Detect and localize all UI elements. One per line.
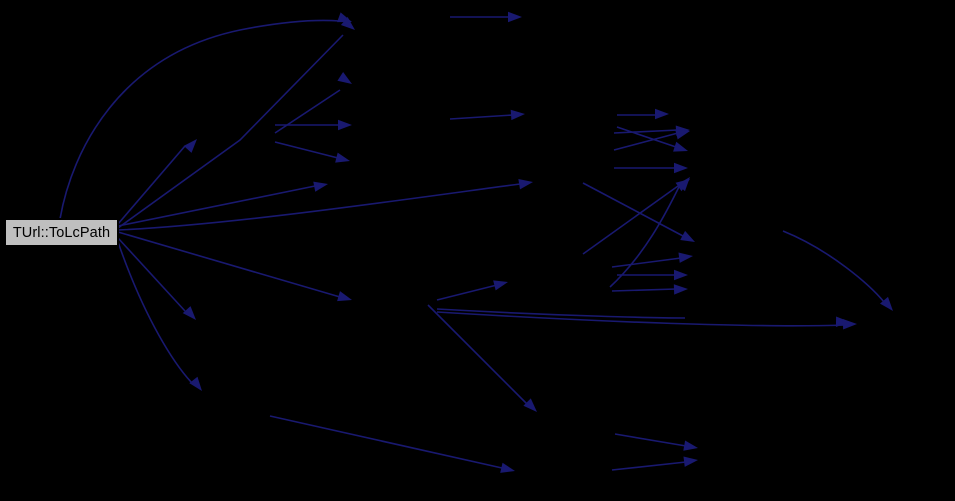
graph-node-hidden <box>352 150 448 174</box>
graph-edge <box>613 129 679 134</box>
graph-edge-arrowhead <box>183 139 197 153</box>
graph-edge <box>117 183 521 231</box>
graph-edge-arrowhead <box>493 280 508 291</box>
graph-edge-arrowhead <box>500 462 515 473</box>
graph-edge <box>274 141 339 159</box>
graph-edge <box>611 288 677 292</box>
graph-edge <box>117 241 193 384</box>
graph-node-hidden <box>200 378 296 402</box>
graph-node-TUrl::ToLcPath[interactable]: TUrl::ToLcPath <box>4 218 119 247</box>
graph-edge <box>616 126 677 148</box>
graph-node-hidden <box>695 228 791 252</box>
graph-edge-arrowhead <box>313 181 328 192</box>
graph-edge-arrowhead <box>674 162 688 174</box>
graph-node-hidden <box>196 131 292 155</box>
graph-edge-arrowhead <box>340 17 355 30</box>
graph-edge-arrowhead <box>683 440 698 451</box>
graph-edge <box>611 461 687 471</box>
graph-node-hidden <box>688 287 784 311</box>
graph-node-hidden <box>514 459 610 483</box>
graph-edge-arrowhead <box>673 141 688 152</box>
graph-edge-arrowhead <box>683 456 698 467</box>
graph-edge-arrowhead <box>523 398 537 412</box>
graph-edge <box>117 34 344 229</box>
graph-node-hidden <box>352 76 448 100</box>
graph-edge-arrowhead <box>335 152 350 163</box>
graph-edge-arrowhead <box>337 291 352 302</box>
graph-node-hidden <box>525 105 621 129</box>
graph-edge-arrowhead <box>842 319 857 330</box>
graph-node-hidden <box>698 462 794 486</box>
graph-edge-arrowhead <box>337 72 352 84</box>
graph-edge <box>582 182 684 237</box>
graph-edge <box>782 230 885 303</box>
graph-node-hidden <box>522 7 618 31</box>
graph-edge <box>449 114 514 120</box>
graph-edge <box>117 231 341 298</box>
graph-edge-arrowhead <box>182 306 196 320</box>
graph-edge-arrowhead <box>338 119 352 131</box>
graph-node-hidden <box>507 275 603 299</box>
graph-node-hidden <box>355 24 451 48</box>
graph-edge <box>614 433 687 447</box>
graph-edge-arrowhead <box>674 269 688 281</box>
graph-node-hidden <box>330 177 426 201</box>
graph-node-hidden <box>352 113 448 137</box>
graph-edge-arrowhead <box>189 376 202 391</box>
graph-node-hidden <box>535 399 631 423</box>
graph-node-hidden <box>352 288 448 312</box>
graph-edge <box>117 145 186 225</box>
graph-edge <box>613 132 679 151</box>
graph-node-hidden <box>690 178 786 202</box>
graph-edge-arrowhead <box>835 316 850 327</box>
graph-edge <box>609 184 681 288</box>
graph-edge <box>269 415 503 469</box>
graph-edge <box>274 89 341 134</box>
graph-edge <box>611 257 682 268</box>
graph-edge <box>582 185 679 255</box>
graph-edge <box>436 308 686 319</box>
graph-edge-arrowhead <box>880 296 893 311</box>
graph-edge <box>427 304 528 405</box>
graph-edge <box>117 237 186 312</box>
graph-edge <box>117 185 316 227</box>
graph-edge-arrowhead <box>508 11 522 23</box>
graph-edge-arrowhead <box>677 177 690 192</box>
graph-edge-arrowhead <box>680 230 695 242</box>
graph-edge-arrowhead <box>655 108 669 120</box>
graph-node-hidden <box>532 172 628 196</box>
graph-node-hidden <box>668 104 764 128</box>
graph-edge-arrowhead <box>678 252 693 263</box>
graph-edge <box>436 311 846 327</box>
graph-node-hidden <box>196 303 292 327</box>
graph-node-hidden <box>890 305 955 329</box>
graph-edge-arrowhead <box>675 129 690 140</box>
graph-edge-arrowhead <box>673 284 688 295</box>
graph-edge-arrowhead <box>518 179 533 190</box>
graph-edge <box>59 19 341 220</box>
graph-edge <box>436 284 498 301</box>
graph-edge-arrowhead <box>510 109 525 121</box>
